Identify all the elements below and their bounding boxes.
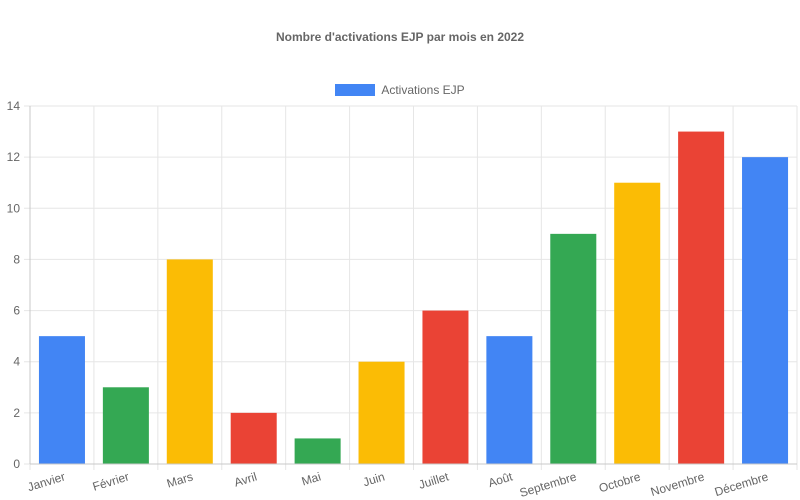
- bar[interactable]: [358, 361, 405, 464]
- bar-layer: [38, 131, 789, 465]
- y-tick-label: 2: [13, 406, 20, 420]
- chart-title: Nombre d'activations EJP par mois en 202…: [275, 30, 525, 44]
- x-tick-label: Novembre: [649, 469, 706, 499]
- x-tick-label: Octobre: [597, 469, 642, 495]
- legend-label: Activations EJP: [381, 83, 465, 97]
- y-tick-label: 10: [7, 201, 21, 215]
- bar[interactable]: [102, 387, 149, 464]
- x-tick-label: Janvier: [26, 469, 67, 494]
- bar[interactable]: [422, 310, 469, 464]
- axis-layer: 0 2 4 6 8 10 12 14 Janvier Février Mars Avril Mai Jui…: [7, 99, 797, 500]
- bar[interactable]: [550, 233, 597, 464]
- x-tick-label: Décembre: [713, 469, 770, 499]
- bar[interactable]: [678, 131, 725, 465]
- x-tick-label: Août: [487, 469, 515, 490]
- y-tick-label: 0: [13, 457, 20, 471]
- x-tick-label: Février: [91, 469, 131, 493]
- bar[interactable]: [230, 412, 277, 464]
- y-tick-label: 6: [13, 304, 20, 318]
- y-tick-label: 8: [13, 252, 20, 266]
- bar[interactable]: [166, 259, 213, 464]
- bar[interactable]: [294, 438, 341, 464]
- x-tick-label: Avril: [232, 469, 258, 489]
- y-tick-label: 12: [7, 150, 21, 164]
- bar[interactable]: [742, 157, 789, 464]
- legend-swatch: [335, 84, 376, 96]
- x-tick-label: Juillet: [417, 469, 451, 492]
- y-tick-label: 4: [13, 355, 20, 369]
- x-tick-label: Septembre: [518, 469, 579, 500]
- x-tick-label: Juin: [361, 469, 386, 489]
- bar[interactable]: [38, 336, 85, 464]
- bar[interactable]: [486, 336, 533, 464]
- bar[interactable]: [614, 182, 661, 464]
- x-tick-label: Mars: [165, 469, 195, 490]
- y-tick-label: 14: [7, 99, 21, 113]
- x-tick-label: Mai: [300, 469, 323, 488]
- legend[interactable]: Activations EJP: [0, 83, 800, 97]
